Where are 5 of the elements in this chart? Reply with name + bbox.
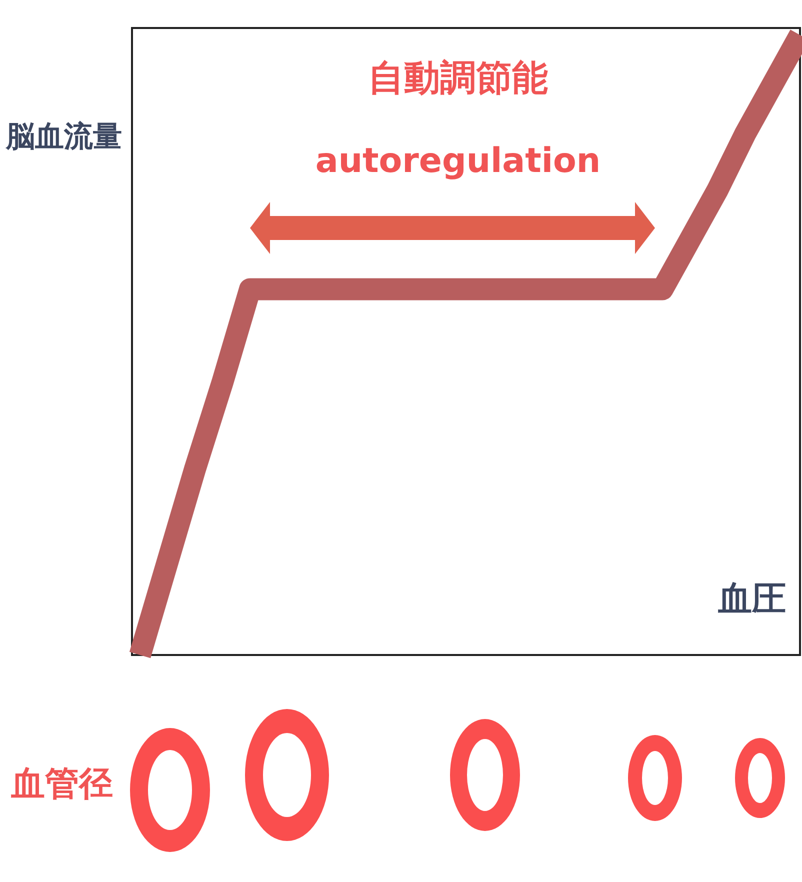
x-axis-title: 血圧 [717, 579, 786, 619]
y-axis-title: 脳血流量 [5, 119, 122, 153]
annotation: 自動調節能 [368, 58, 548, 99]
text: 血管径 [10, 764, 113, 804]
annotation: autoregulation [315, 141, 601, 181]
